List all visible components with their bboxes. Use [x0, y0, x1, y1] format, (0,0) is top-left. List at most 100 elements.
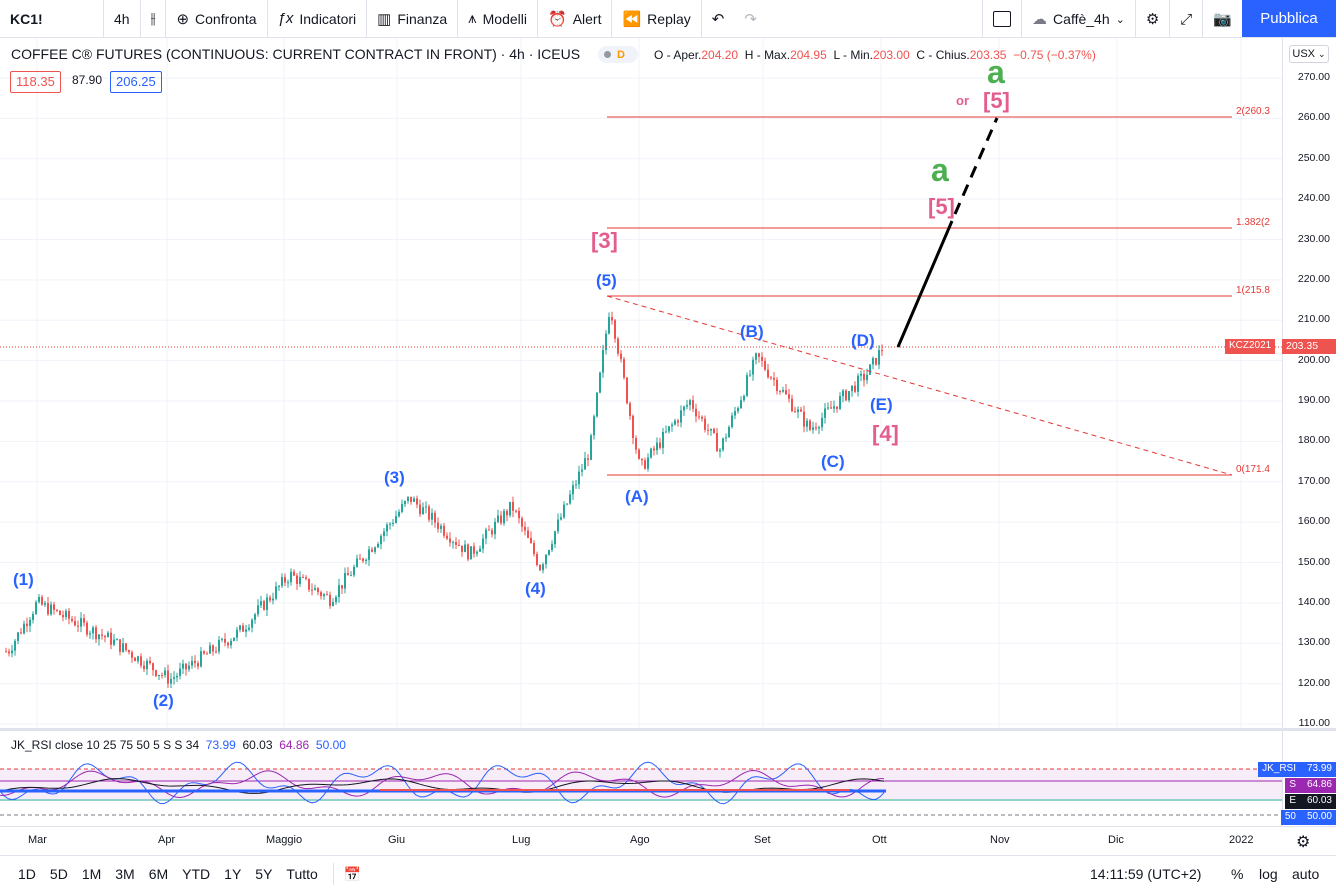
range-button[interactable]: 3M: [115, 866, 135, 882]
settings-button[interactable]: ⚙: [1134, 0, 1169, 38]
candle-body: [128, 650, 130, 653]
price-chart[interactable]: 2(260.3 1.382(2 1(215.8 0(171.4 (1) (2) …: [0, 38, 1282, 728]
snapshot-button[interactable]: 📷: [1202, 0, 1242, 38]
candle-body: [530, 537, 532, 544]
rsi-axis-tag: 50 50.00: [1280, 810, 1336, 825]
candle-body: [818, 427, 820, 429]
saved-layout-button[interactable]: ☁ Caffè_4h ⌄: [1021, 0, 1135, 38]
wave-label-or: or: [956, 93, 969, 108]
projection-line[interactable]: [896, 220, 954, 348]
projection-dashed-line[interactable]: [953, 117, 999, 215]
goto-date-button[interactable]: 📅: [332, 863, 371, 885]
symbol-legend[interactable]: COFFEE C® FUTURES (CONTINUOUS: CURRENT C…: [11, 46, 580, 62]
candle-body: [794, 411, 796, 413]
pane-separator[interactable]: [0, 728, 1336, 731]
candle-body: [410, 496, 412, 502]
candle-body: [707, 429, 709, 431]
rsi-value-2: 60.03: [242, 738, 273, 752]
candle-body: [545, 554, 547, 565]
candle-body: [824, 408, 826, 418]
candle-body: [476, 551, 478, 554]
range-button[interactable]: 5Y: [255, 866, 273, 882]
chart-style-button[interactable]: ⫲: [141, 0, 167, 38]
candle-body: [296, 575, 298, 584]
candle-body: [413, 498, 415, 502]
candle-body: [650, 448, 652, 458]
price-axis[interactable]: 270.00 260.00 250.00 240.00 230.00 220.00 210.…: [1225, 38, 1336, 729]
price-tick: 210.00: [1297, 313, 1330, 326]
templates-button[interactable]: ⩚ Modelli: [458, 0, 538, 38]
auto-toggle[interactable]: auto: [1292, 866, 1320, 882]
range-button[interactable]: 5D: [49, 866, 68, 882]
candle-body: [635, 438, 637, 450]
candle-body: [185, 663, 187, 670]
candle-body: [560, 517, 562, 520]
publish-button[interactable]: Pubblica: [1242, 0, 1336, 37]
fullscreen-button[interactable]: ⤢: [1169, 0, 1202, 38]
candle-body: [695, 408, 697, 417]
candle-body: [578, 471, 580, 485]
range-button[interactable]: 1D: [18, 866, 36, 882]
triangle-trendline[interactable]: [606, 295, 1233, 476]
candle-body: [401, 504, 403, 512]
candle-body: [821, 417, 823, 428]
range-button[interactable]: Tutto: [286, 866, 318, 882]
rsi-pane[interactable]: [0, 731, 1282, 826]
rsi-tag-label: 50: [1280, 810, 1300, 825]
candle-body: [101, 634, 103, 636]
log-toggle[interactable]: log: [1259, 866, 1278, 882]
candle-body: [557, 519, 559, 532]
wave-label-4: (4): [525, 579, 546, 598]
candle-body: [515, 510, 517, 512]
low-label: L - Min.: [833, 48, 874, 62]
indicators-button[interactable]: ƒx Indicatori: [268, 0, 368, 38]
clock[interactable]: 14:11:59 (UTC+2): [1090, 866, 1202, 882]
financials-button[interactable]: ▥ Finanza: [367, 0, 459, 38]
range-button[interactable]: 1Y: [224, 866, 242, 882]
candle-body: [173, 677, 175, 679]
symbol-label: KC1!: [10, 10, 43, 27]
wave-label-big-5: [5]: [928, 194, 955, 219]
time-axis[interactable]: Mar Apr Maggio Giu Lug Ago Set Ott Nov Dic 2022: [0, 826, 1336, 854]
candle-body: [266, 597, 268, 610]
undo-button[interactable]: ↶: [702, 0, 735, 38]
candle-body: [602, 350, 604, 373]
candle-body: [197, 663, 199, 667]
candle-body: [512, 501, 514, 511]
candle-body: [686, 405, 688, 407]
candle-body: [587, 458, 589, 460]
alert-button[interactable]: ⏰ Alert: [538, 0, 613, 38]
replay-button[interactable]: ⏪ Replay: [612, 0, 702, 38]
price-tick: 190.00: [1297, 394, 1330, 406]
price-tick: 240.00: [1297, 192, 1330, 205]
alert-label: Alert: [572, 10, 602, 27]
data-pill[interactable]: D: [598, 46, 638, 63]
redo-button[interactable]: ↷: [734, 0, 767, 38]
time-tick: Dic: [1108, 834, 1124, 846]
candle-body: [17, 632, 19, 641]
candle-body: [116, 639, 118, 641]
candle-body: [677, 420, 679, 423]
candle-body: [722, 438, 724, 450]
candle-body: [281, 577, 283, 586]
range-button[interactable]: 6M: [148, 866, 169, 882]
rsi-axis[interactable]: JK_RSI 73.99 S 64.86 E 60.03 50 50.00: [1258, 731, 1336, 826]
symbol-search-button[interactable]: KC1!: [0, 0, 104, 38]
data-pill-label: D: [617, 48, 625, 61]
candle-body: [188, 665, 190, 670]
percent-toggle[interactable]: %: [1231, 866, 1244, 882]
chart-settings-gear-icon[interactable]: ⚙: [1296, 834, 1311, 851]
candle-body: [575, 484, 577, 486]
wave-label-a: a: [931, 152, 949, 188]
currency-select[interactable]: USX ⌄: [1289, 45, 1329, 63]
date-ranges: 1D 5D 1M 3M 6M YTD 1Y 5Y Tutto: [0, 866, 325, 882]
layout-select-button[interactable]: [982, 0, 1021, 38]
compare-button[interactable]: ⊕ Confronta: [166, 0, 268, 38]
range-button[interactable]: 1M: [81, 866, 102, 882]
candle-body: [428, 506, 430, 520]
rsi-legend[interactable]: JK_RSI close 10 25 75 50 5 S S 34 73.99 …: [11, 738, 346, 752]
candle-body: [158, 674, 160, 677]
range-button[interactable]: YTD: [182, 866, 211, 882]
interval-button[interactable]: 4h: [104, 0, 141, 38]
candle-body: [302, 577, 304, 579]
